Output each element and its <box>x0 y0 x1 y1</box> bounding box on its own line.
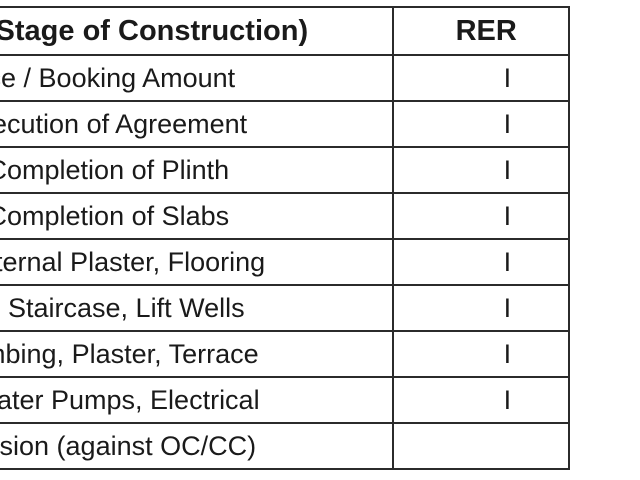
rera-cell: I <box>391 238 571 286</box>
rera-cell: I <box>391 146 571 194</box>
milestone-cell: Plumbing, Plaster, Terrace <box>0 330 394 378</box>
table-row: itary, Staircase, Lift Wells I <box>0 284 571 332</box>
rera-cell: I <box>391 192 571 240</box>
rera-cell: I <box>391 284 571 332</box>
milestone-cell: s, Water Pumps, Electrical <box>0 376 394 424</box>
table-row: On Completion of Plinth I <box>0 146 571 194</box>
rera-cell: I <box>391 100 571 148</box>
table-header-row: ne (Stage of Construction) RER <box>0 6 571 56</box>
table-row: vance / Booking Amount I <box>0 54 571 102</box>
table-row: r Execution of Agreement I <box>0 100 571 148</box>
table-row: On Completion of Slabs I <box>0 192 571 240</box>
table-row: s, Internal Plaster, Flooring I <box>0 238 571 286</box>
milestone-cell: vance / Booking Amount <box>0 54 394 102</box>
milestone-cell: s, Internal Plaster, Flooring <box>0 238 394 286</box>
milestone-cell: r Execution of Agreement <box>0 100 394 148</box>
table-row: ssession (against OC/CC) <box>0 422 571 470</box>
rera-column-header: RER <box>391 6 571 56</box>
milestone-cell: On Completion of Plinth <box>0 146 394 194</box>
rera-cell: I <box>391 376 571 424</box>
milestone-cell: itary, Staircase, Lift Wells <box>0 284 394 332</box>
table-row: s, Water Pumps, Electrical I <box>0 376 571 424</box>
rera-cell <box>391 422 571 470</box>
milestone-cell: On Completion of Slabs <box>0 192 394 240</box>
rera-cell: I <box>391 330 571 378</box>
milestone-column-header: ne (Stage of Construction) <box>0 6 394 56</box>
milestone-cell: ssession (against OC/CC) <box>0 422 394 470</box>
table-row: Plumbing, Plaster, Terrace I <box>0 330 571 378</box>
rera-cell: I <box>391 54 571 102</box>
payment-schedule-table: ne (Stage of Construction) RER vance / B… <box>0 6 571 470</box>
